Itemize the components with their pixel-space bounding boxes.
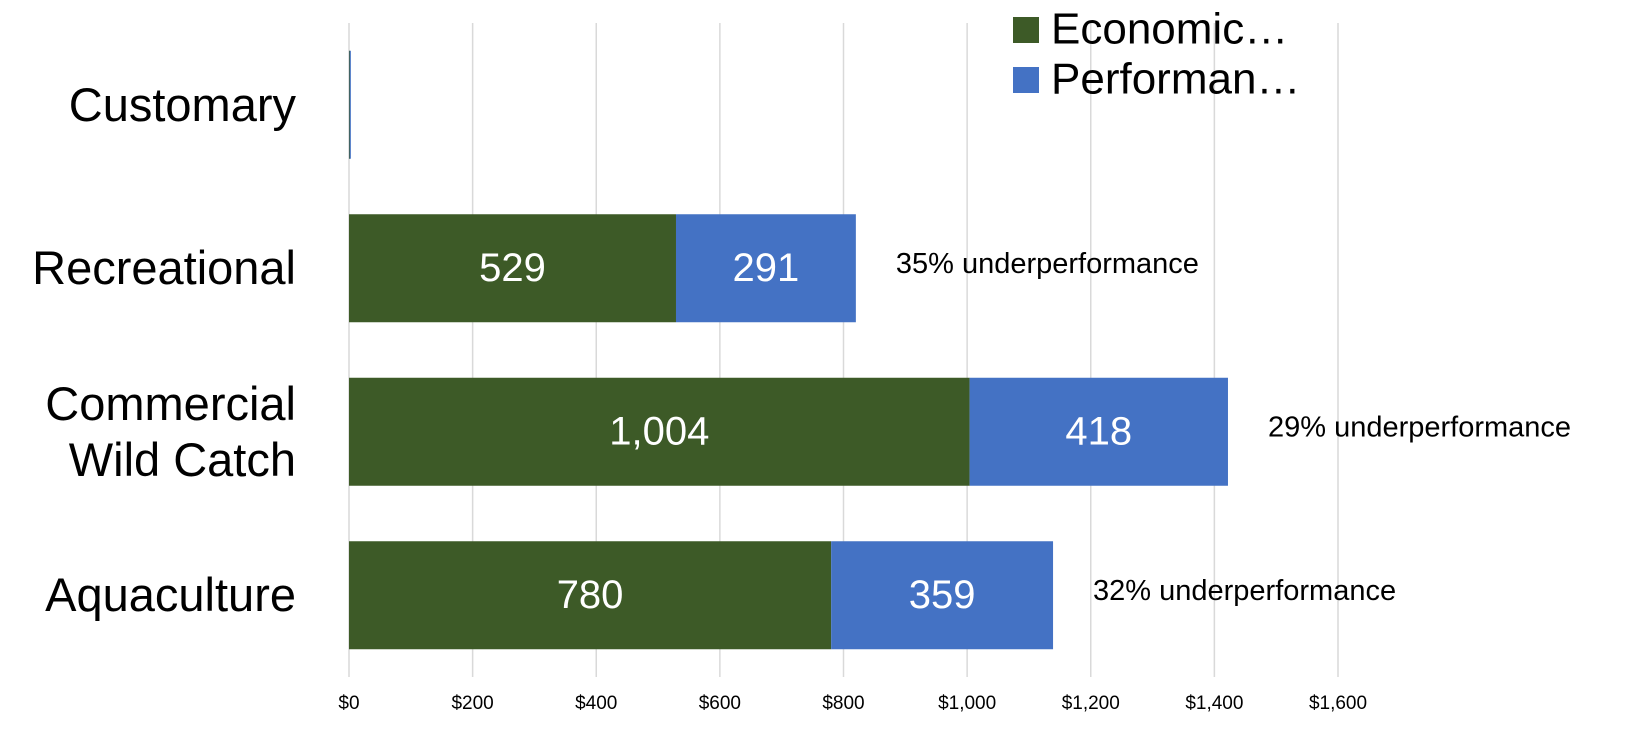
- legend-label: Economic…: [1051, 5, 1288, 54]
- category-label: Commercial Wild Catch: [45, 376, 296, 486]
- legend-swatch: [1013, 17, 1039, 43]
- data-label: 291: [733, 246, 800, 290]
- bar-segment: [969, 377, 1228, 486]
- bar-segment: [831, 541, 1054, 650]
- x-tick-label: $1,600: [1309, 693, 1367, 714]
- data-label: 529: [479, 246, 546, 290]
- data-label: 1,004: [609, 409, 709, 453]
- data-label: 780: [557, 573, 624, 617]
- bar-segment: [349, 50, 351, 159]
- x-tick-label: $1,000: [938, 693, 996, 714]
- bar-segment: [675, 214, 856, 323]
- bar-segment: [349, 541, 832, 650]
- category-label: Aquaculture: [45, 568, 296, 622]
- bar-segment: [349, 50, 350, 159]
- annotation: 35% underperformance: [896, 248, 1199, 280]
- x-tick-label: $0: [338, 693, 359, 714]
- data-label: 418: [1065, 409, 1132, 453]
- x-tick-label: $1,200: [1062, 693, 1120, 714]
- data-label: 359: [909, 573, 976, 617]
- x-tick-label: $1,400: [1185, 693, 1243, 714]
- bar-segment: [349, 377, 970, 486]
- x-tick-label: $400: [575, 693, 617, 714]
- annotation: 29% underperformance: [1268, 411, 1571, 443]
- x-tick-label: $200: [451, 693, 493, 714]
- x-tick-label: $800: [822, 693, 864, 714]
- x-tick-label: $600: [699, 693, 741, 714]
- legend-swatch: [1013, 67, 1039, 93]
- legend-label: Performan…: [1051, 55, 1300, 104]
- category-label: Customary: [68, 77, 296, 131]
- annotation: 32% underperformance: [1093, 575, 1396, 607]
- bar-segment: [349, 214, 676, 323]
- category-label: Recreational: [32, 241, 296, 295]
